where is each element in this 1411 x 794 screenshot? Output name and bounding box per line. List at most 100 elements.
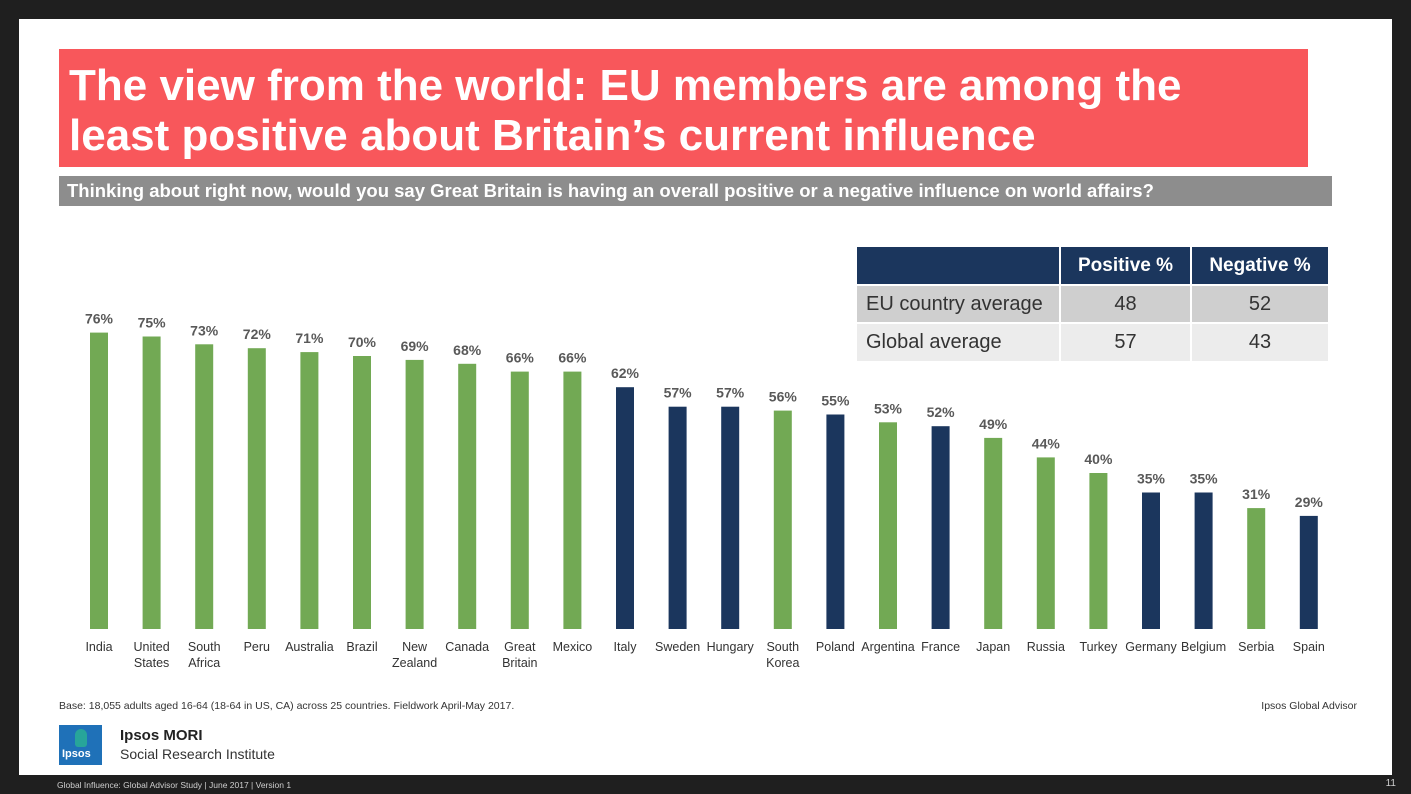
table-row-eu-average: EU country average 48 52 [857,285,1328,323]
bar-peru [247,348,266,629]
title-banner: The view from the world: EU members are … [59,49,1308,167]
category-label: Sweden [655,640,700,654]
value-label: 53% [874,400,903,416]
bar-australia [300,352,319,629]
org-name: Ipsos MORI [120,727,203,744]
category-label: Russia [1027,640,1065,654]
value-label: 68% [453,342,482,358]
value-label: 75% [138,315,167,331]
value-label: 31% [1242,486,1271,502]
title-line-1: The view from the world: EU members are … [69,61,1182,110]
averages-table: Positive % Negative % EU country average… [857,247,1328,361]
table-header-negative: Negative % [1191,247,1328,285]
study-footer: Global Influence: Global Advisor Study |… [57,780,292,790]
value-label: 35% [1137,471,1166,487]
category-label: Korea [766,656,799,670]
value-label: 62% [611,365,640,381]
category-label: Africa [188,656,220,670]
bar-france [931,426,950,629]
bar-japan [984,437,1003,629]
bar-turkey [1089,473,1108,629]
bar-new-zealand [405,359,424,629]
category-label: Germany [1125,640,1177,654]
category-label: Japan [976,640,1010,654]
category-label: Australia [285,640,334,654]
bar-great-britain [510,371,529,629]
bar-south-africa [195,344,214,629]
category-label: Zealand [392,656,437,670]
table-cell-label: EU country average [857,285,1061,323]
value-label: 70% [348,334,377,350]
bar-mexico [563,371,582,629]
value-label: 56% [769,389,798,405]
bar-canada [458,363,477,629]
table-cell-negative: 52 [1191,285,1328,323]
value-label: 52% [927,404,956,420]
category-label: Italy [614,640,638,654]
base-note: Base: 18,055 adults aged 16-64 (18-64 in… [59,700,515,712]
category-label: Poland [816,640,855,654]
value-label: 57% [664,385,693,401]
value-label: 29% [1295,494,1324,510]
bar-sweden [668,406,687,629]
category-label: Argentina [861,640,915,654]
value-label: 55% [821,393,850,409]
category-label: Turkey [1080,640,1118,654]
category-label: Canada [445,640,489,654]
category-label: Belgium [1181,640,1226,654]
value-label: 44% [1032,435,1061,451]
table-header-blank [857,247,1061,285]
bar-hungary [721,406,740,629]
table-cell-positive: 57 [1060,323,1192,361]
category-label: Hungary [707,640,755,654]
org-subtitle: Social Research Institute [120,746,275,762]
category-label: States [134,656,169,670]
bar-south-korea [773,410,792,629]
bar-argentina [879,422,897,629]
table-header-positive: Positive % [1060,247,1192,285]
page-number: 11 [1385,778,1396,789]
value-label: 71% [295,330,324,346]
value-label: 49% [979,416,1008,432]
bar-belgium [1194,492,1213,629]
category-label: France [921,640,960,654]
table-header-row: Positive % Negative % [857,247,1328,285]
title-line-2: least positive about Britain’s current i… [69,111,1036,160]
table-cell-negative: 43 [1191,323,1328,361]
bar-poland [826,414,845,629]
value-label: 40% [1084,451,1113,467]
category-label: Serbia [1238,640,1274,654]
value-label: 69% [401,338,430,354]
category-label: United [134,640,170,654]
value-label: 57% [716,385,745,401]
question-text: Thinking about right now, would you say … [67,180,1154,201]
source-note: Ipsos Global Advisor [1261,700,1357,712]
value-label: 66% [558,350,587,366]
category-label: South [766,640,799,654]
ipsos-logo-mark-icon [75,729,87,747]
bar-spain [1299,515,1318,629]
category-label: Brazil [346,640,377,654]
value-label: 76% [85,311,114,327]
table-row-global-average: Global average 57 43 [857,323,1328,361]
category-label: Spain [1293,640,1325,654]
value-label: 72% [243,326,272,342]
bar-serbia [1247,508,1266,629]
category-label: Mexico [553,640,593,654]
bar-germany [1142,492,1160,629]
bar-india [90,332,108,629]
category-label: Great [504,640,536,654]
table-cell-label: Global average [857,323,1061,361]
slide: The view from the world: EU members are … [19,19,1392,775]
table-cell-positive: 48 [1060,285,1192,323]
ipsos-logo-word: Ipsos [62,748,91,760]
ipsos-logo: Ipsos [59,725,102,765]
bar-united-states [142,336,161,629]
subtitle-banner: Thinking about right now, would you say … [59,176,1332,206]
bar-russia [1036,457,1055,629]
category-label: Peru [244,640,270,654]
category-label: New [402,640,428,654]
bar-brazil [353,356,371,629]
category-label: Britain [502,656,537,670]
value-label: 73% [190,322,219,338]
